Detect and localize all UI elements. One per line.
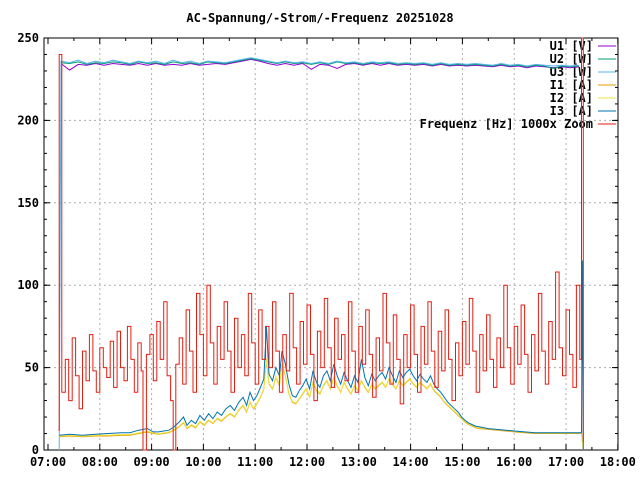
- legend-label: I2 [A]: [550, 91, 593, 105]
- y-tick-label: 150: [17, 196, 39, 210]
- legend-label: I1 [A]: [550, 78, 593, 92]
- x-tick-label: 08:00: [82, 455, 118, 469]
- legend-label: U3 [W]: [550, 65, 593, 79]
- x-tick-label: 18:00: [600, 455, 636, 469]
- legend-label: U1 [V]: [550, 39, 593, 53]
- legend-label: Frequenz [Hz] 1000x Zoom: [420, 117, 593, 131]
- y-tick-label: 50: [25, 361, 39, 375]
- series-u1-v-: [60, 58, 579, 71]
- x-tick-label: 12:00: [289, 455, 325, 469]
- y-tick-label: 200: [17, 113, 39, 127]
- series-i2-a-: [59, 358, 584, 451]
- legend-label: U2 [W]: [550, 52, 593, 66]
- x-tick-label: 07:00: [30, 455, 66, 469]
- series-path: [58, 57, 579, 451]
- y-tick-label: 0: [32, 443, 39, 457]
- y-tick-label: 250: [17, 31, 39, 45]
- y-tick-label: 100: [17, 278, 39, 292]
- series-path: [59, 260, 584, 451]
- legend: U1 [V]U2 [W]U3 [W]I1 [A]I2 [A]I3 [A]Freq…: [420, 39, 616, 131]
- x-tick-label: 13:00: [341, 455, 377, 469]
- x-tick-label: 15:00: [444, 455, 480, 469]
- chart-title: AC-Spannung/-Strom/-Frequenz 20251028: [186, 11, 454, 25]
- y-tick-labels: 0 50 100 150 200 250: [17, 31, 39, 457]
- x-tick-label: 10:00: [185, 455, 221, 469]
- series-path: [58, 37, 584, 451]
- series-u2-w-: [60, 58, 579, 70]
- series-path: [60, 58, 579, 71]
- x-tick-label: 11:00: [237, 455, 273, 469]
- x-tick-labels: 07:00 08:00 09:00 10:00 11:00 12:00 13:00 14:00…: [30, 455, 636, 469]
- axis-ticks: [44, 37, 619, 451]
- x-tick-label: 17:00: [548, 455, 584, 469]
- series-u3-w-: [58, 57, 579, 451]
- x-tick-label: 14:00: [393, 455, 429, 469]
- x-tick-label: 09:00: [134, 455, 170, 469]
- plot-border: [43, 37, 619, 451]
- series-path: [59, 358, 584, 451]
- legend-label: I3 [A]: [550, 104, 593, 118]
- series-frequenz-hz-1000x-zoom: [58, 37, 584, 451]
- x-tick-label: 16:00: [496, 455, 532, 469]
- series-i3-a-: [59, 260, 584, 451]
- series-path: [60, 58, 579, 70]
